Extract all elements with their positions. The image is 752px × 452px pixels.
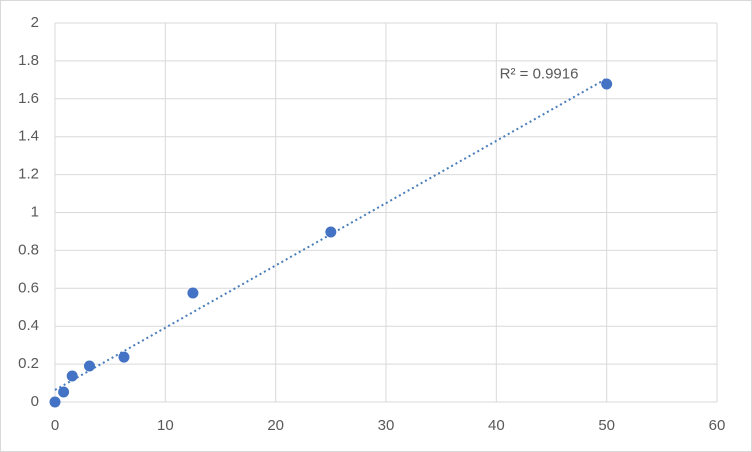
data-point [49, 396, 61, 408]
data-point [83, 360, 95, 372]
y-tick-label: 1.8 [18, 52, 39, 69]
y-tick-label: 1 [31, 203, 39, 220]
y-tick-label: 1.4 [18, 128, 39, 145]
y-tick-label: 0.8 [18, 241, 39, 258]
data-point [601, 78, 613, 90]
x-tick-label: 30 [378, 417, 395, 434]
x-tick-label: 0 [51, 417, 59, 434]
trendline-annotation: R² = 0.9916 [500, 66, 579, 83]
y-tick-label: 0.2 [18, 355, 39, 372]
x-tick-label: 20 [267, 417, 284, 434]
y-tick-label: 0.6 [18, 279, 39, 296]
y-tick-label: 0.4 [18, 317, 39, 334]
data-point [325, 226, 337, 238]
data-point [66, 370, 78, 382]
data-point [58, 386, 70, 398]
x-tick-label: 40 [488, 417, 505, 434]
y-tick-label: 1.2 [18, 166, 39, 183]
x-tick-label: 50 [598, 417, 615, 434]
y-tick-label: 2 [31, 14, 39, 31]
x-tick-label: 10 [157, 417, 174, 434]
x-tick-label: 60 [709, 417, 726, 434]
y-tick-label: 0 [31, 393, 39, 410]
y-tick-label: 1.6 [18, 90, 39, 107]
data-point [187, 287, 199, 299]
data-point [118, 351, 130, 363]
